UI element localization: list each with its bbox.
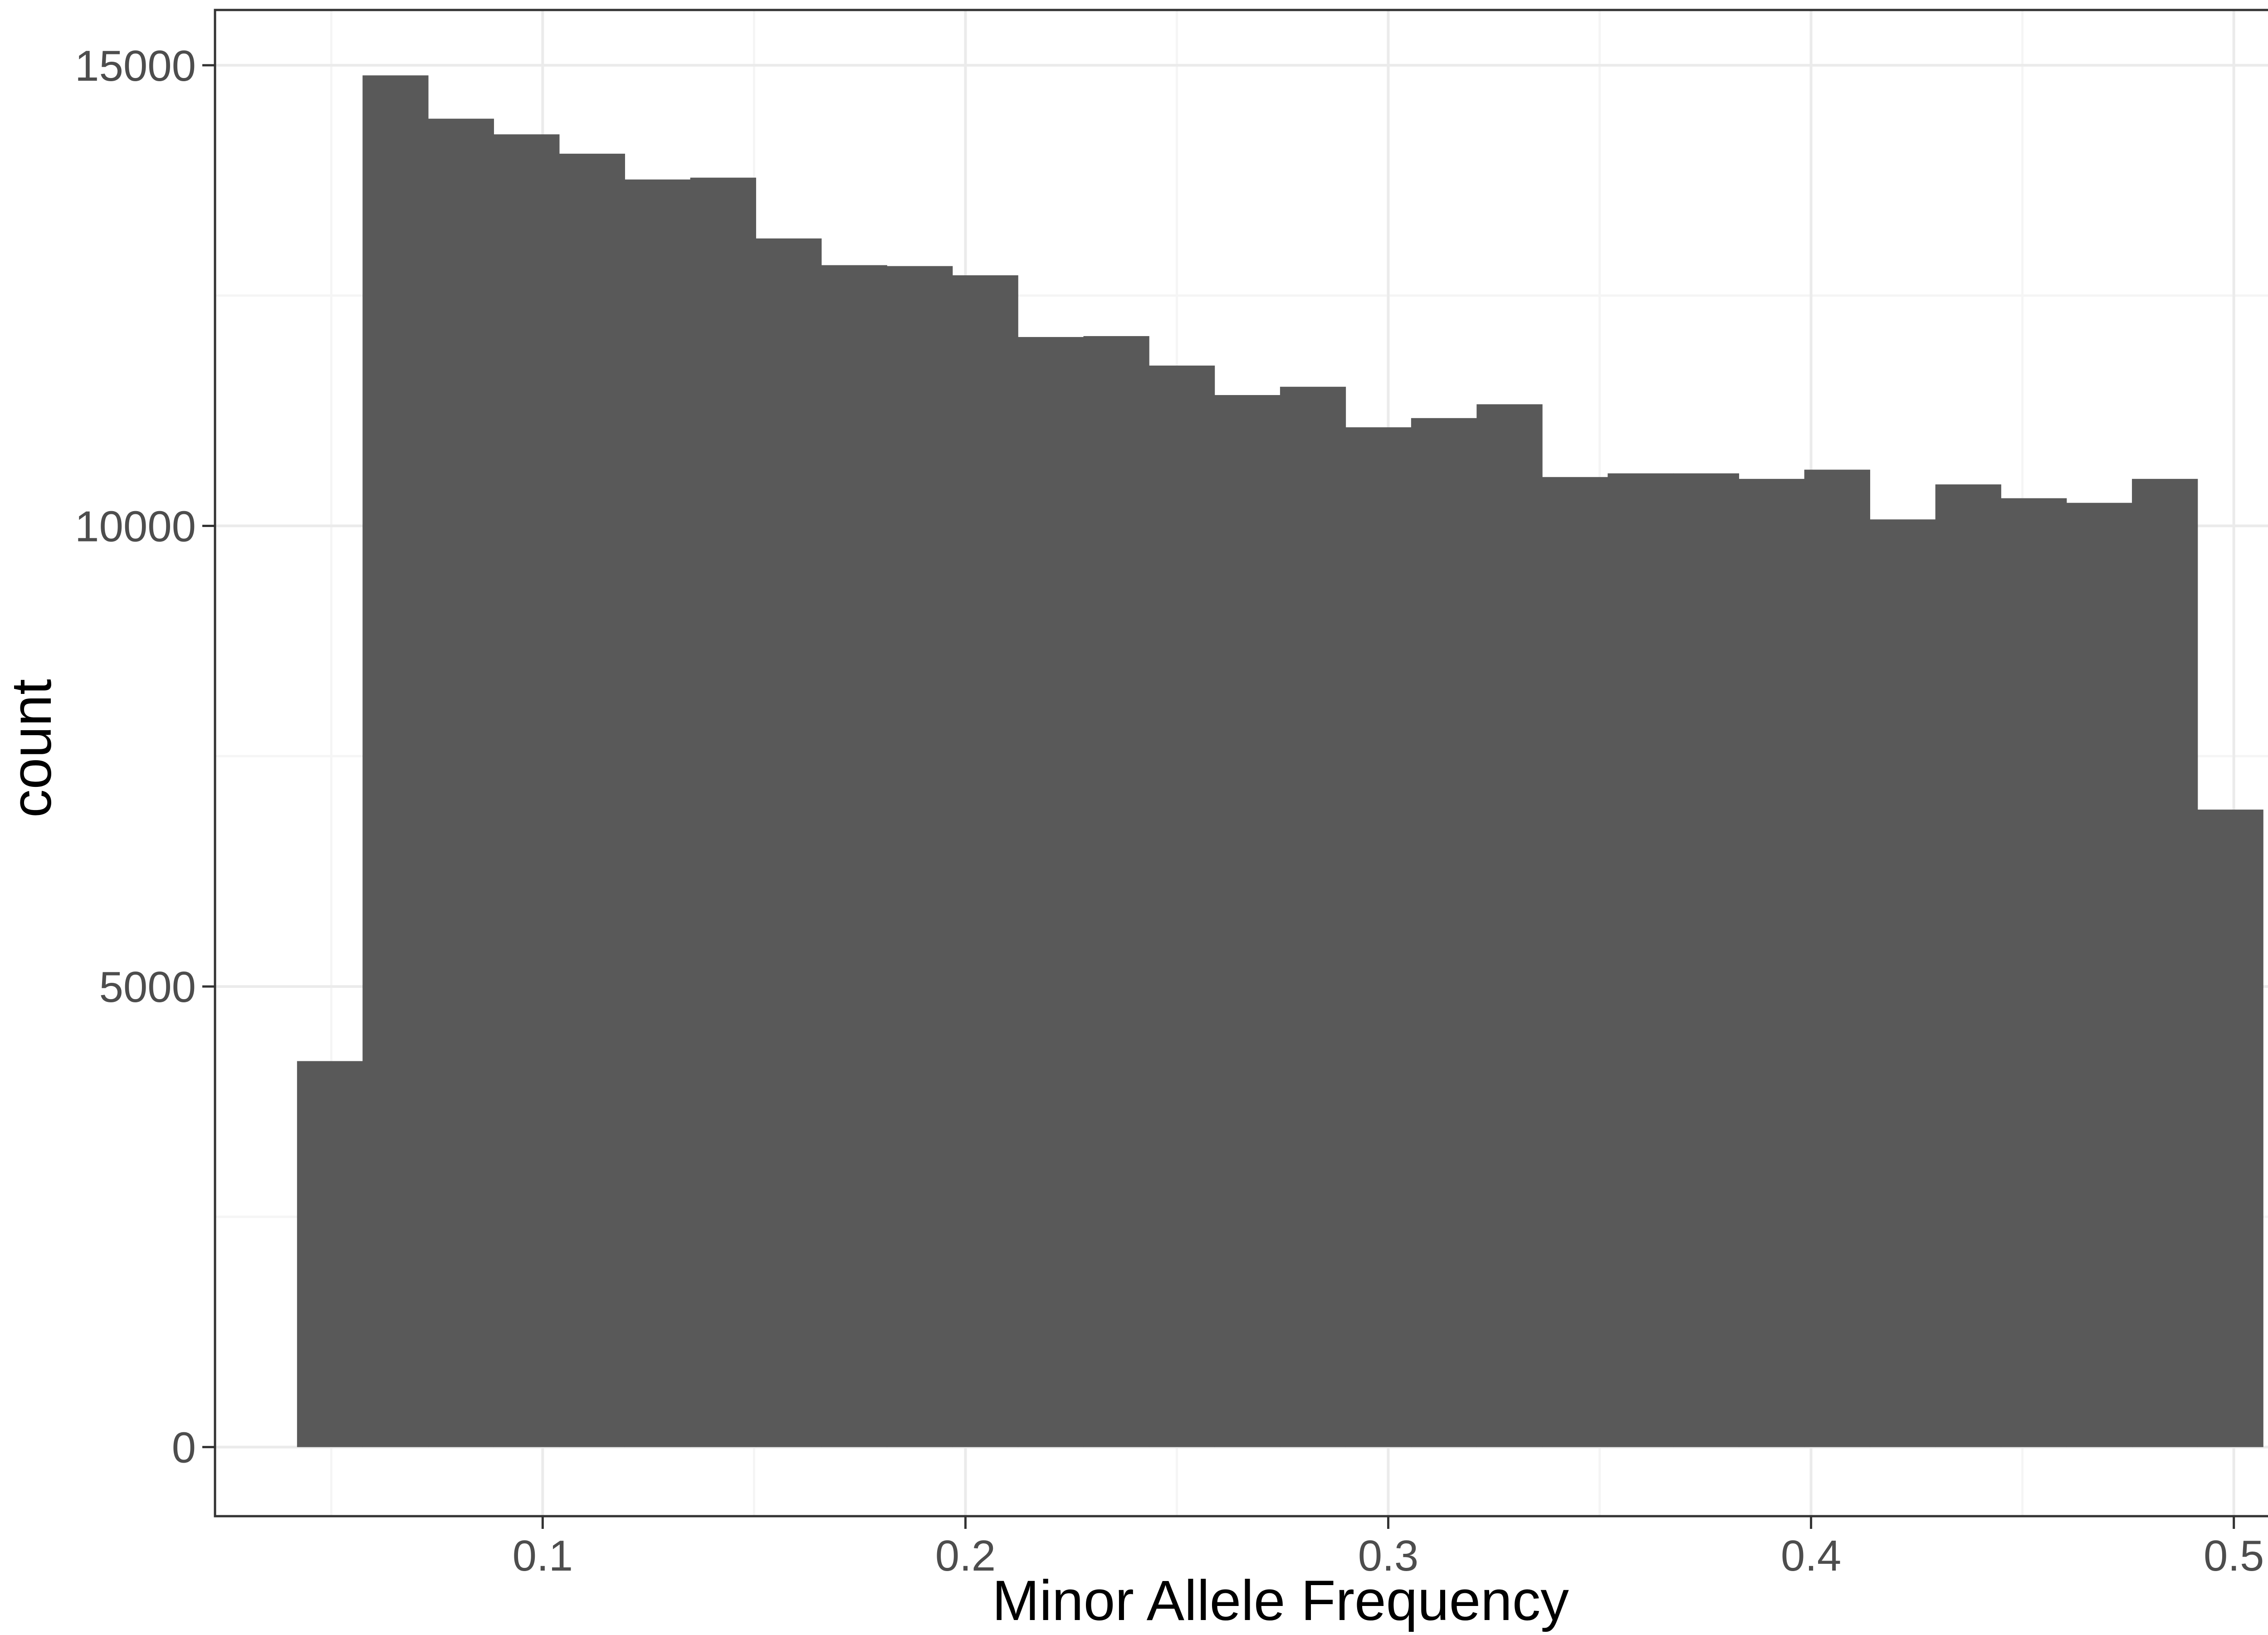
histogram-bar [1149, 366, 1215, 1447]
histogram-bar [1935, 484, 2001, 1447]
y-axis-ticks: 0 5000 10000 15000 [75, 42, 215, 1472]
histogram-bar [1870, 519, 1936, 1447]
x-axis-title: Minor Allele Frequency [992, 1569, 1569, 1632]
histogram-bar [2197, 810, 2263, 1447]
histogram-bar [2001, 498, 2067, 1447]
histogram-bar [1739, 478, 1805, 1447]
histogram-bar [1018, 337, 1084, 1447]
histogram-bar [362, 75, 429, 1447]
histogram-bar [887, 266, 953, 1447]
histogram-bar [2066, 503, 2132, 1447]
y-tick-label: 15000 [75, 42, 196, 90]
histogram-bar [1542, 477, 1608, 1447]
x-tick-label: 0.1 [513, 1532, 573, 1580]
x-tick-label: 0.3 [1358, 1532, 1418, 1580]
x-tick-label: 0.5 [2204, 1532, 2264, 1580]
histogram-bar [1476, 404, 1543, 1447]
histogram-bar [2132, 478, 2198, 1447]
histogram-bar [1411, 418, 1477, 1447]
histogram-bar [297, 1061, 363, 1447]
histogram-bars [297, 75, 2263, 1447]
histogram-bar [756, 238, 822, 1447]
plot-panel-border [214, 9, 2268, 1518]
y-axis-title: count [0, 679, 63, 818]
histogram-bar [1608, 473, 1674, 1447]
x-axis-ticks: 0.1 0.2 0.3 0.4 0.5 [513, 1516, 2264, 1580]
y-tick-label: 0 [172, 1424, 196, 1472]
histogram-bar [494, 134, 560, 1447]
histogram-bar [1673, 473, 1740, 1447]
histogram-bar [1345, 427, 1412, 1447]
histogram-bar [821, 265, 887, 1447]
histogram-bar [1083, 336, 1149, 1447]
x-tick-label: 0.2 [935, 1532, 996, 1580]
y-tick-label: 5000 [99, 963, 196, 1011]
histogram-bar [1804, 469, 1870, 1447]
histogram-bar [952, 275, 1018, 1447]
histogram-bar [428, 118, 494, 1447]
histogram-bar [1214, 395, 1281, 1447]
histogram-bar [559, 153, 625, 1447]
y-tick-label: 10000 [75, 502, 196, 551]
panel-border-rect [214, 9, 2268, 1518]
x-tick-label: 0.4 [1781, 1532, 1841, 1580]
histogram-bar [1280, 386, 1346, 1447]
histogram-bar [625, 179, 691, 1447]
histogram-bar [690, 177, 756, 1447]
